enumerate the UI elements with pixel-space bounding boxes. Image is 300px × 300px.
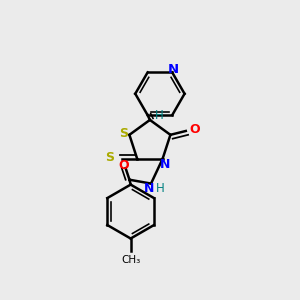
Text: N: N (143, 182, 154, 196)
Text: CH₃: CH₃ (121, 256, 140, 266)
Text: S: S (119, 127, 128, 140)
Text: N: N (168, 63, 179, 76)
Text: H: H (155, 110, 164, 122)
Text: H: H (156, 182, 165, 196)
Text: N: N (160, 158, 170, 171)
Text: O: O (118, 159, 129, 172)
Text: S: S (105, 151, 114, 164)
Text: O: O (189, 123, 200, 136)
